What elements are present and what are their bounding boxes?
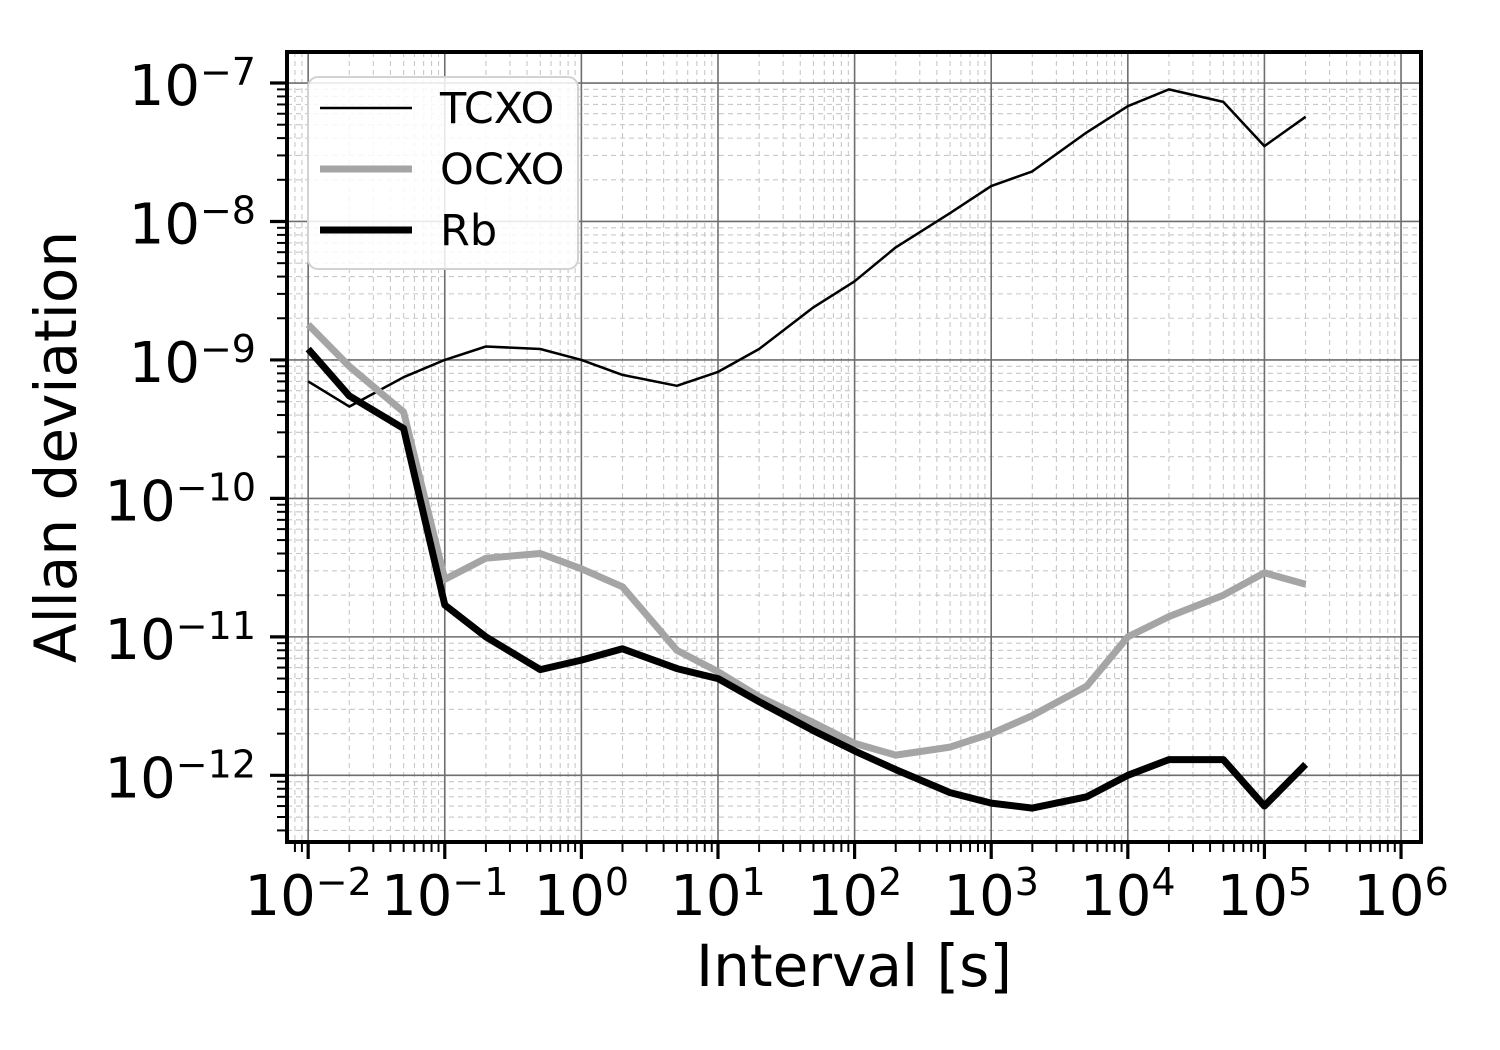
x-tick-label: 103 <box>943 860 1038 929</box>
legend-box <box>307 76 579 270</box>
legend-item-tcxo: TCXO <box>320 84 554 134</box>
x-tick-label: 10−2 <box>245 860 372 929</box>
x-tick-label: 105 <box>1217 860 1312 929</box>
y-tick-label: 10−7 <box>129 50 256 119</box>
x-tick-label: 101 <box>670 860 765 929</box>
x-tick-label: 102 <box>807 860 902 929</box>
y-axis-label: Allan deviation <box>22 231 90 663</box>
axis-ticks <box>270 81 1403 859</box>
legend-item-ocxo: OCXO <box>320 145 564 195</box>
y-tick-label: 10−11 <box>105 604 256 673</box>
y-tick-label: 10−9 <box>129 327 256 396</box>
legend-label-ocxo: OCXO <box>440 145 564 195</box>
series-line-rb <box>305 346 1309 812</box>
y-tick-label: 10−8 <box>129 188 256 257</box>
y-tick-label: 10−10 <box>105 465 256 534</box>
x-tick-label: 106 <box>1353 860 1448 929</box>
plot-render-root: 10−2 10−1 100 101 102 103 104 105 106 10−7 10−8 10−… <box>105 50 1449 929</box>
x-axis-label: Interval [s] <box>696 932 1012 1000</box>
x-tick-label: 100 <box>534 860 629 929</box>
legend-item-rb: Rb <box>320 206 497 256</box>
y-tick-label: 10−12 <box>105 742 256 811</box>
legend-label-rb: Rb <box>440 206 497 256</box>
legend: TCXO OCXO Rb <box>307 76 579 270</box>
series-line-ocxo <box>305 322 1307 759</box>
series-line-tcxo <box>307 88 1307 408</box>
legend-label-tcxo: TCXO <box>439 84 554 134</box>
x-tick-label: 104 <box>1080 860 1175 929</box>
x-tick-label: 10−1 <box>381 860 508 929</box>
